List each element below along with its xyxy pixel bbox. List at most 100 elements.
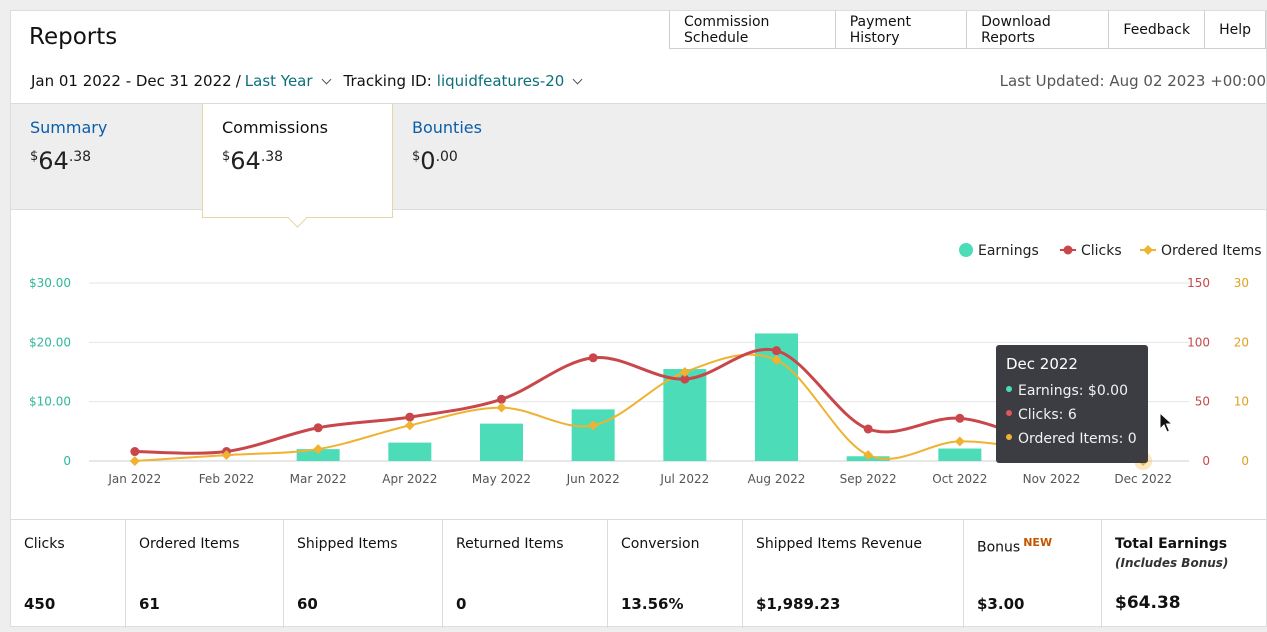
legend-clicks-label: Clicks — [1081, 243, 1122, 259]
currency-symbol: $ — [30, 149, 39, 164]
ordered-items-point — [679, 367, 690, 377]
y-right-clicks-tick-label: 0 — [1202, 454, 1210, 468]
ordered-items-point — [863, 450, 874, 461]
tracking-id-dropdown[interactable]: liquidfeatures-20 — [436, 72, 565, 90]
clicks-point — [772, 346, 781, 356]
ordered-items-point — [496, 402, 507, 413]
metric-value: 61 — [139, 595, 160, 613]
earnings-bar — [480, 423, 523, 461]
y-right-items-tick-label: 20 — [1234, 335, 1249, 349]
value-whole: 64 — [38, 147, 69, 175]
ordered-items-point — [313, 444, 324, 455]
top-nav: Commission Schedule Payment History Down… — [669, 11, 1266, 49]
tab-bounties-label: Bounties — [412, 118, 482, 137]
y-right-items-tick-label: 0 — [1241, 454, 1249, 468]
metric-label: Returned Items — [456, 536, 564, 552]
clicks-point — [130, 447, 140, 457]
tooltip-title: Dec 2022 — [1006, 355, 1078, 373]
help-link[interactable]: Help — [1204, 11, 1266, 49]
metric-value: 450 — [24, 595, 56, 613]
y-right-clicks-tick-label: 50 — [1195, 395, 1210, 409]
legend-earnings-icon — [959, 243, 973, 257]
clicks-point — [405, 412, 415, 422]
x-tick-label: Jun 2022 — [566, 472, 620, 486]
x-tick-label: Nov 2022 — [1023, 472, 1081, 486]
reports-panel: Reports Commission Schedule Payment Hist… — [10, 10, 1267, 628]
earnings-bar — [388, 442, 432, 461]
tooltip-clicks: Clicks: 6 — [1006, 403, 1138, 427]
metric-label: Shipped Items Revenue — [756, 536, 922, 552]
ordered-dot-icon — [1006, 434, 1012, 440]
page-title: Reports — [29, 24, 118, 50]
value-whole: 0 — [420, 147, 436, 175]
download-reports-link[interactable]: Download Reports — [966, 11, 1110, 49]
x-tick-label: Oct 2022 — [932, 472, 987, 486]
earnings-bar — [571, 409, 615, 461]
tracking-id-label: Tracking ID: — [343, 72, 432, 90]
metric-label: Conversion — [621, 536, 700, 552]
y-left-tick-label: $30.00 — [29, 276, 71, 290]
clicks-point — [588, 353, 598, 363]
tab-bounties[interactable]: Bounties $0.00 — [393, 104, 584, 210]
ordered-items-point — [129, 456, 140, 466]
ordered-items-point — [588, 420, 599, 431]
x-tick-label: Aug 2022 — [748, 472, 806, 486]
tab-summary-value: $64.38 — [30, 147, 183, 175]
legend-clicks-icon — [1063, 245, 1073, 255]
y-left-tick-label: 0 — [63, 454, 71, 468]
clicks-point — [955, 413, 965, 423]
tab-commissions[interactable]: Commissions $64.38 — [202, 104, 393, 218]
y-right-clicks-tick-label: 100 — [1187, 335, 1210, 349]
x-tick-label: May 2022 — [472, 472, 531, 486]
value-cents: .00 — [435, 149, 458, 165]
tooltip-clicks-text: Clicks: 6 — [1018, 407, 1077, 423]
x-tick-label: Jan 2022 — [107, 472, 161, 486]
metric-returned-items: Returned Items 0 — [443, 520, 608, 628]
tab-summary[interactable]: Summary $64.38 — [11, 104, 202, 210]
metric-label: Shipped Items — [297, 536, 398, 552]
metric-shipped-items: Shipped Items 60 — [284, 520, 443, 628]
metric-shipped-revenue: Shipped Items Revenue $1,989.23 — [743, 520, 964, 628]
ordered-items-point — [771, 355, 782, 366]
value-cents: .38 — [68, 149, 92, 165]
bonus-label: Bonus — [977, 539, 1021, 556]
clicks-point — [313, 423, 323, 433]
feedback-link[interactable]: Feedback — [1108, 11, 1206, 49]
metric-conversion: Conversion 13.56% — [608, 520, 743, 628]
metric-sublabel: (Includes Bonus) — [1115, 556, 1229, 570]
last-updated-text: Last Updated: Aug 02 2023 +00:00 — [999, 72, 1266, 90]
y-left-tick-label: $20.00 — [29, 335, 71, 349]
metric-value: $3.00 — [977, 595, 1025, 613]
x-tick-label: Dec 2022 — [1114, 472, 1172, 486]
date-range-text: Jan 01 2022 - Dec 31 2022 — [31, 72, 232, 90]
metrics-row: Clicks 450 Ordered Items 61 Shipped Item… — [11, 519, 1266, 628]
tab-bounties-value: $0.00 — [412, 147, 565, 175]
tab-summary-label: Summary — [30, 118, 108, 137]
y-right-clicks-tick-label: 150 — [1187, 276, 1210, 290]
metric-label: Bonus NEW — [977, 536, 1088, 556]
tooltip-ordered: Ordered Items: 0 — [1006, 427, 1138, 451]
metric-value: $64.38 — [1115, 593, 1181, 613]
earnings-bar — [938, 448, 982, 461]
legend-earnings-label: Earnings — [978, 243, 1039, 259]
tooltip-earnings-text: Earnings: $0.00 — [1018, 383, 1128, 399]
metric-ordered-items: Ordered Items 61 — [126, 520, 284, 628]
currency-symbol: $ — [412, 149, 421, 164]
ordered-items-point — [221, 450, 232, 461]
commission-schedule-link[interactable]: Commission Schedule — [669, 11, 836, 49]
metric-bonus: Bonus NEW $3.00 — [964, 520, 1102, 628]
metric-value: $1,989.23 — [756, 595, 841, 613]
report-tabs: Summary $64.38 Commissions $64.38 Bounti… — [11, 103, 1266, 218]
legend-ordered-icon — [1143, 245, 1153, 255]
earnings-bar — [296, 449, 340, 461]
y-right-items-tick-label: 10 — [1234, 395, 1249, 409]
value-whole: 64 — [230, 147, 261, 175]
date-preset-dropdown[interactable]: Last Year — [244, 72, 313, 90]
tab-commissions-value: $64.38 — [222, 147, 373, 175]
new-badge: NEW — [1023, 536, 1053, 549]
metric-clicks: Clicks 450 — [11, 520, 126, 628]
metric-value: 13.56% — [621, 595, 684, 613]
chart-tooltip: Dec 2022 Earnings: $0.00 Clicks: 6 Order… — [996, 345, 1148, 463]
currency-symbol: $ — [222, 149, 231, 164]
earnings-dot-icon — [1006, 386, 1012, 392]
